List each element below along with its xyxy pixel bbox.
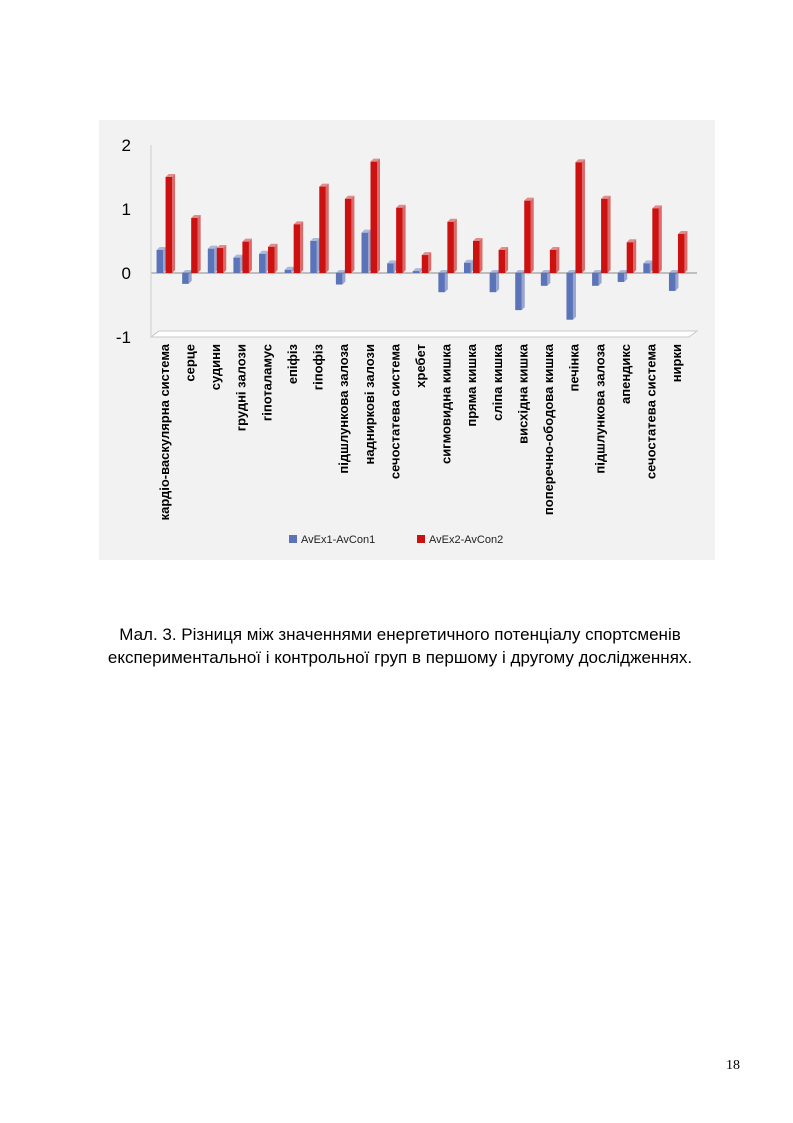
x-category-label: сечостатева система [387,343,402,479]
bar-series1 [361,229,372,273]
caption-line-1: Мал. 3. Різниця між значеннями енергетич… [119,625,681,644]
legend-swatch-series1 [289,535,297,543]
chart-floor [149,330,699,338]
bar-series1 [233,254,243,273]
bar-series2 [293,221,304,273]
legend-label-series1: AvEx1-AvCon1 [301,534,375,546]
bar-series2 [396,204,406,273]
page-number: 18 [726,1058,740,1073]
figure-caption: Мал. 3. Різниця між значеннями енергетич… [60,623,740,669]
bar-series1 [259,250,269,273]
x-category-label: підшлункова залоза [336,343,351,473]
x-category-label: епіфіз [285,343,300,384]
bar-series2 [652,205,662,273]
y-tick-label: 0 [122,264,131,283]
x-category-label: підшлункова залоза [592,343,607,473]
bar-series1 [438,270,448,293]
bar-series2 [677,230,688,273]
bar-series2 [216,245,227,273]
x-category-label: поперечно-ободова кишка [541,343,556,515]
x-category-label: гіпоталамус [259,344,274,421]
bar-series1 [617,270,628,282]
bar-series1 [489,270,500,293]
bar-series2 [626,239,637,273]
bar-series1 [412,268,423,273]
bar-series2 [319,183,329,273]
bar-series1 [592,270,602,286]
legend-swatch-series2 [417,535,425,543]
x-category-label: сечостатева система [644,343,659,479]
x-category-label: пряма кишка [464,343,479,426]
bar-series1 [182,270,192,284]
x-category-label: серце [182,344,197,382]
bars-layer [156,158,688,320]
bar-series1 [207,245,218,273]
bar-series2 [524,197,534,273]
x-category-label: нирки [669,344,684,382]
x-category-label: грудні залози [234,344,249,431]
bar-series2 [165,174,176,273]
x-category-label: надниркові залози [362,344,377,464]
legend-layer: AvEx1-AvCon1 AvEx2-AvCon2 [289,534,503,546]
bar-series2 [549,246,560,273]
bar-chart: -1 0 1 2 кардіо-васкулярна система серце суди… [116,136,699,546]
bar-series2 [472,238,483,273]
x-category-label: сліпа кишка [490,343,505,421]
y-tick-label: 1 [122,200,131,219]
bar-series1 [156,246,167,273]
bar-series2 [191,214,201,273]
bar-series1 [335,270,346,285]
bar-series1 [387,260,397,273]
bar-series1 [515,270,525,311]
x-category-label: гіпофіз [311,343,326,390]
bar-series2 [447,218,457,273]
bar-series2 [575,159,585,273]
x-category-label: сигмовидна кишка [439,343,454,464]
bar-series1 [540,270,551,286]
bar-series1 [463,259,474,273]
labels-layer: кардіо-васкулярна система серце судини груд… [157,343,684,520]
chart-panel: -1 0 1 2 кардіо-васкулярна система серце суди… [99,120,715,560]
bar-series1 [668,270,679,291]
caption-line-2: експериментальної і контрольної груп в п… [107,648,693,667]
x-category-label: апендикс [618,344,633,404]
x-category-label: печінка [567,343,582,391]
bar-series1 [284,266,295,273]
bar-series2 [370,158,381,273]
bar-series2 [242,238,252,273]
bar-series2 [344,195,355,273]
x-category-label: судини [208,344,223,390]
x-category-label: кардіо-васкулярна система [157,343,172,520]
y-tick-label: 2 [122,136,131,155]
bar-series1 [643,260,653,273]
legend-label-series2: AvEx2-AvCon2 [429,534,503,546]
x-category-label: висхідна кишка [515,343,530,444]
bar-series1 [566,270,576,320]
bar-series2 [268,243,278,273]
y-tick-label: -1 [116,328,131,347]
bar-series2 [421,252,432,273]
x-category-label: хребет [413,344,428,388]
bar-series2 [601,195,611,273]
bar-series1 [310,238,320,273]
bar-series2 [498,246,509,273]
